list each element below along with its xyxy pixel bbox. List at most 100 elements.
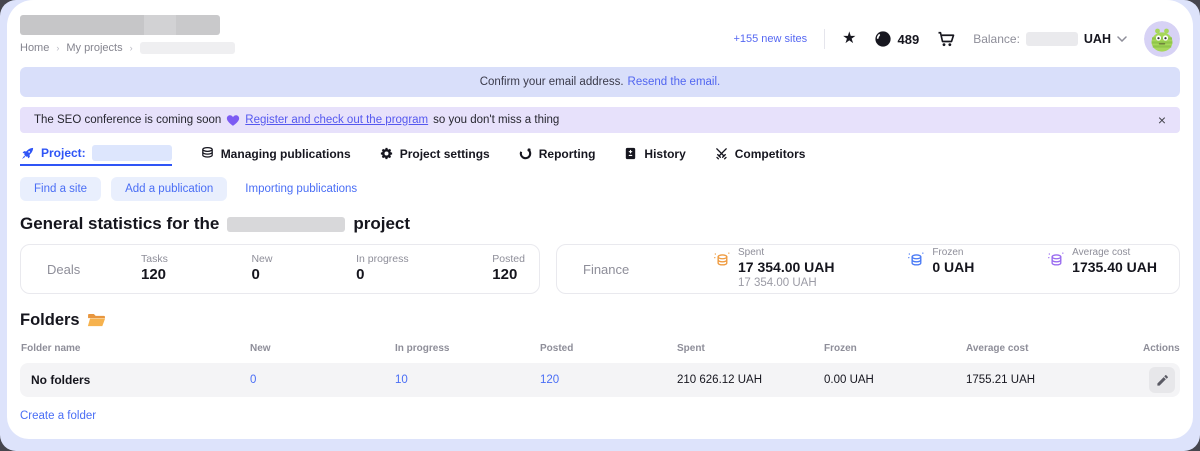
col-folder-name: Folder name [21,343,81,354]
project-name-redacted [91,145,172,161]
cart-icon[interactable] [936,29,956,49]
col-posted: Posted [540,343,574,354]
chevron-down-icon [1117,36,1127,42]
breadcrumb-home[interactable]: Home [20,42,50,54]
metric-spent: Spent 17 354.00 UAH 17 354.00 UAH [713,247,835,290]
metric-frozen-texts: Frozen 0 UAH [932,247,974,290]
app-logo[interactable] [20,15,220,35]
favorites-star-icon[interactable]: ★ [842,30,857,47]
col-average-cost: Average cost [966,343,1029,354]
pencil-icon [1156,374,1168,386]
col-actions: Actions [1143,343,1180,354]
frozen-coins-icon [908,252,924,266]
breadcrumb-current-redacted [139,42,235,54]
metric-average-cost: Average cost 1735.40 UAH [1047,247,1157,290]
metric-label: Average cost [1072,247,1131,259]
crossed-swords-icon [715,148,727,160]
add-publication-button[interactable]: Add a publication [111,177,228,201]
metric-value: 0 [356,265,365,283]
tab-history[interactable]: History [623,146,686,166]
rocket-icon [22,147,34,159]
metric-value: 1735.40 UAH [1072,259,1157,276]
tab-competitors[interactable]: Competitors [714,146,806,166]
page-title: General statistics for the project [20,214,1180,234]
tab-project[interactable]: Project: [20,145,172,166]
coins-balance[interactable]: 489 [874,30,920,48]
col-new: New [250,343,271,354]
metric-label: In progress [356,253,409,266]
reporting-chart-icon [519,147,531,160]
create-folder-link[interactable]: Create a folder [20,410,97,422]
metric-value: 0 [251,265,260,283]
metric-label: Tasks [141,253,168,266]
coin-icon [874,31,891,47]
spent-coins-icon [714,252,730,266]
balance-dropdown[interactable]: Balance: UAH [973,32,1127,46]
breadcrumb-my-projects[interactable]: My projects [66,42,123,54]
header-right: +155 new sites ★ 489 Balance: [733,21,1180,57]
resend-email-link[interactable]: Resend the email. [627,76,721,88]
gear-icon [380,147,392,160]
finance-metrics: Spent 17 354.00 UAH 17 354.00 UAH [677,247,1179,290]
deals-metrics: Tasks 120 New 0 In progress 0 Posted 120 [141,253,539,284]
tab-reporting[interactable]: Reporting [518,146,595,166]
folders-table-header: Folder name New In progress Posted Spent… [20,343,1180,354]
breadcrumb-separator: › [129,43,133,53]
metric-spent-texts: Spent 17 354.00 UAH 17 354.00 UAH [738,247,835,290]
heart-icon [227,114,240,126]
metric-value: 17 354.00 UAH [738,259,835,276]
find-site-button[interactable]: Find a site [20,177,102,201]
folder-icon [87,313,105,327]
cell-in-progress-link[interactable]: 10 [395,374,408,386]
tab-managing-publications[interactable]: Managing publications [200,146,351,166]
metric-new: New 0 [251,253,272,284]
project-tabs: Project: Managing publications Project [20,142,1180,166]
metric-label: Frozen [932,247,964,259]
folders-title: Folders [20,311,1180,330]
metric-label: Posted [492,253,525,266]
seo-register-link[interactable]: Register and check out the program [245,114,429,126]
metric-subvalue: 17 354.00 UAH [738,277,817,290]
page-title-after: project [353,214,411,233]
tab-history-label: History [644,146,686,161]
coins-count: 489 [897,31,920,47]
breadcrumb: Home › My projects › [20,42,235,54]
email-confirm-text: Confirm your email address. [479,76,624,88]
col-spent: Spent [677,343,705,354]
history-icon [626,147,636,160]
cell-folder-name: No folders [31,373,91,387]
metric-value: 120 [141,265,167,283]
seo-banner-text-after: so you don't miss a thing [433,114,560,126]
col-in-progress: In progress [395,343,450,354]
cell-spent: 210 626.12 UAH [677,374,763,386]
cell-new-link[interactable]: 0 [250,374,257,386]
import-publications-button[interactable]: Importing publications [237,177,365,201]
metric-value: 120 [492,265,518,283]
edit-folder-button[interactable] [1149,367,1175,393]
tab-project-label: Project: [41,146,86,160]
metric-frozen: Frozen 0 UAH [907,247,974,290]
metric-average-texts: Average cost 1735.40 UAH [1072,247,1157,290]
tab-managing-publications-label: Managing publications [220,146,351,161]
metric-posted: Posted 120 [492,253,525,284]
page-title-before: General statistics for the [20,214,220,233]
finance-card-label: Finance [583,261,630,277]
balance-label: Balance: [973,32,1020,46]
page-title-project-redacted [227,216,346,232]
stats-cards: Deals Tasks 120 New 0 In progress 0 [20,244,1180,294]
top-header: Home › My projects › +155 new sites ★ 48… [20,0,1180,57]
email-confirm-banner: Confirm your email address. Resend the e… [20,67,1180,97]
seo-conference-banner: The SEO conference is coming soon Regist… [20,107,1180,133]
new-sites-link[interactable]: +155 new sites [733,33,808,45]
tab-project-settings-label: Project settings [399,146,490,161]
tab-project-settings[interactable]: Project settings [379,146,490,166]
metric-value: 0 UAH [932,259,975,276]
close-icon[interactable]: × [1157,112,1166,128]
metric-in-progress: In progress 0 [356,253,409,284]
cell-posted-link[interactable]: 120 [540,374,560,386]
user-avatar[interactable] [1144,21,1180,57]
metric-label: New [251,253,273,266]
tab-competitors-label: Competitors [734,146,806,161]
cell-actions [1143,367,1180,393]
